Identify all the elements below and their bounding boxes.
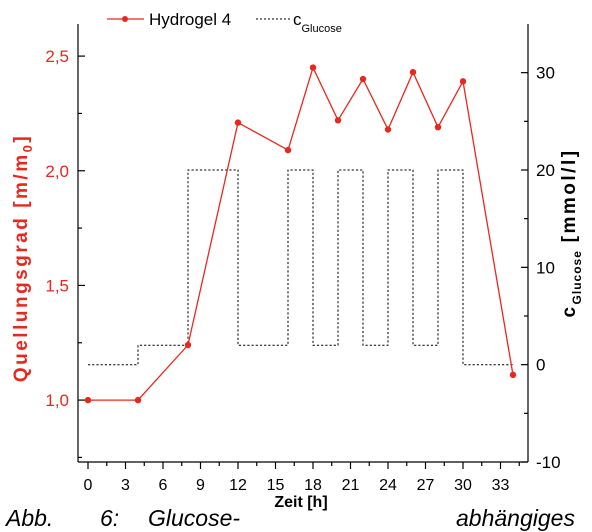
hydrogel-point <box>134 396 142 404</box>
caption-word-3: Glucose- <box>148 505 241 531</box>
left-tick-label: 1,0 <box>45 391 69 410</box>
left-tick-label: 2,0 <box>45 162 69 181</box>
hydrogel-point <box>509 371 517 379</box>
caption-word-1: Abb. <box>6 505 54 531</box>
left-axis-title: Quellungsgrad [m/m0] <box>11 134 35 382</box>
hydrogel-point <box>384 126 392 133</box>
x-tick-label: 27 <box>417 477 435 494</box>
right-tick-label: 20 <box>536 161 555 180</box>
series-hydrogel-line <box>88 65 514 401</box>
x-tick-label: 30 <box>454 477 472 494</box>
x-tick-label: 3 <box>121 477 130 494</box>
hydrogel-point <box>434 123 442 131</box>
x-tick-label: 24 <box>379 477 397 494</box>
legend: Hydrogel 4 cGlucose <box>107 10 342 35</box>
left-tick-label: 2,5 <box>45 47 69 66</box>
hydrogel-point <box>234 119 242 126</box>
hydrogel-point <box>184 341 192 349</box>
x-tick-label: 6 <box>159 477 168 494</box>
x-tick-label: 12 <box>229 477 247 494</box>
series-glucose-line <box>88 169 513 366</box>
left-tick-label: 1,5 <box>45 276 69 295</box>
caption-word-2: 6: <box>100 505 120 531</box>
x-tick-label: 18 <box>304 477 322 494</box>
right-tick-label: 30 <box>536 64 555 83</box>
hydrogel-point <box>334 117 342 124</box>
x-tick-label: 21 <box>342 477 360 494</box>
hydrogel-point <box>309 64 317 71</box>
hydrogel-point <box>359 75 367 83</box>
right-tick-label: 10 <box>536 258 555 277</box>
hydrogel-point <box>284 146 292 154</box>
x-tick-label: 0 <box>84 477 93 494</box>
x-tick-label: 15 <box>267 477 285 494</box>
legend-hydrogel-marker <box>122 16 128 22</box>
legend-hydrogel-label: Hydrogel 4 <box>149 10 231 29</box>
x-tick-label: 33 <box>492 477 510 494</box>
x-axis-title: Zeit [h] <box>274 494 327 511</box>
right-tick-label: 0 <box>536 356 545 375</box>
legend-glucose-label: cGlucose <box>293 10 342 35</box>
hydrogel-point <box>84 396 92 404</box>
hydrogel-point <box>409 68 417 76</box>
right-tick-label: -10 <box>536 453 561 472</box>
right-axis-title: cGlucose [mmol/l] <box>559 148 584 317</box>
hydrogel-point <box>459 78 467 85</box>
caption-word-4: abhängiges <box>456 505 575 531</box>
x-tick-label: 9 <box>196 477 205 494</box>
